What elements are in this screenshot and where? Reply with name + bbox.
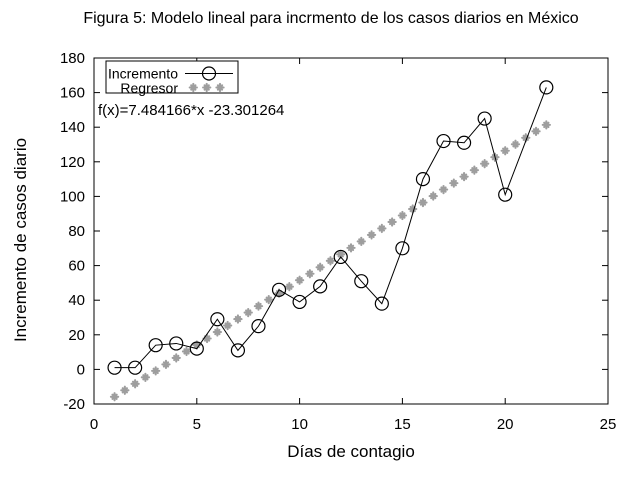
regresor-star-marker	[346, 243, 356, 253]
incremento-marker	[230, 343, 246, 358]
regresor-star-marker	[315, 262, 325, 272]
incremento-marker	[333, 249, 348, 265]
regresor-star-marker	[294, 275, 305, 285]
regresor-star-marker	[356, 236, 366, 247]
y-tick-label: 60	[68, 258, 85, 275]
regresor-star-marker	[233, 314, 243, 324]
incremento-marker	[210, 312, 225, 327]
regresor-star-marker	[202, 333, 212, 344]
regresor-star-marker	[325, 256, 336, 266]
regresor-star-marker	[202, 82, 212, 93]
regresor-star-marker	[510, 139, 521, 149]
y-tick-label: 80	[68, 223, 85, 240]
incremento-marker	[148, 338, 163, 353]
y-tick-label: -20	[63, 396, 85, 413]
regresor-star-marker	[109, 392, 120, 402]
regresor-star-marker	[151, 366, 161, 376]
incremento-marker	[415, 172, 431, 187]
regresor-star-marker	[120, 385, 130, 395]
incremento-marker	[251, 319, 266, 334]
regresor-series	[109, 120, 551, 402]
incremento-marker	[169, 336, 184, 351]
regresor-star-marker	[253, 301, 264, 311]
incremento-marker	[292, 294, 307, 310]
regresor-star-marker	[479, 159, 490, 169]
regresor-star-marker	[438, 184, 449, 195]
x-tick-label: 25	[600, 416, 617, 433]
y-tick-label: 0	[77, 361, 85, 378]
y-tick-label: 100	[60, 188, 85, 205]
regresor-star-marker	[469, 165, 480, 175]
x-tick-label: 0	[90, 416, 98, 433]
regresor-star-marker	[212, 327, 223, 337]
y-tick-label: 120	[60, 154, 85, 171]
regresor-star-marker	[243, 307, 253, 318]
regresor-star-marker	[222, 320, 233, 331]
y-tick-label: 140	[60, 119, 85, 136]
regresor-star-marker	[305, 269, 315, 279]
y-tick-label: 40	[68, 292, 85, 309]
incremento-marker	[107, 360, 122, 375]
legend-label-incremento: Incremento	[108, 66, 178, 82]
x-tick-label: 15	[394, 416, 411, 433]
incremento-marker	[189, 341, 204, 356]
regresor-star-marker	[418, 197, 428, 208]
x-axis-ticks: 0 5 10 15 20 25	[90, 58, 617, 433]
x-tick-label: 5	[193, 416, 201, 433]
x-tick-label: 10	[291, 416, 308, 433]
regresor-star-marker	[531, 126, 541, 136]
regresor-star-marker	[215, 82, 225, 93]
regresor-star-marker	[264, 295, 274, 305]
regresor-star-marker	[449, 178, 459, 188]
chart-title: Figura 5: Modelo lineal para incrmento d…	[83, 10, 579, 27]
regresor-star-marker	[541, 120, 551, 130]
incremento-marker	[456, 135, 472, 150]
regresor-star-marker	[188, 82, 198, 93]
incremento-marker	[477, 111, 492, 126]
regresor-star-marker	[397, 210, 408, 221]
incremento-marker	[436, 133, 451, 149]
regresor-star-marker	[284, 282, 294, 292]
regresor-star-marker	[459, 172, 469, 182]
x-axis-label: Días de contagio	[287, 442, 415, 461]
y-axis-ticks: -20 0 20 40 60 80 100 120 140 160 180	[60, 50, 608, 413]
regresor-star-marker	[130, 379, 140, 389]
regresor-star-marker	[387, 217, 397, 227]
regresor-star-marker	[181, 346, 192, 357]
incremento-marker	[395, 241, 410, 256]
incremento-marker	[354, 274, 369, 289]
regresor-star-marker	[428, 191, 438, 201]
x-tick-label: 20	[497, 416, 514, 433]
incremento-series	[107, 80, 554, 375]
regresor-star-marker	[366, 230, 377, 240]
regresor-star-marker	[161, 359, 171, 370]
legend-label-regresor: Regresor	[120, 80, 178, 96]
legend-incremento-marker-sample	[201, 66, 217, 81]
incremento-marker	[128, 360, 143, 375]
regresor-star-marker	[140, 372, 151, 382]
regresor-star-marker	[171, 353, 181, 363]
equation-annotation: f(x)=7.484166*x -23.301264	[98, 102, 284, 119]
y-tick-label: 160	[60, 85, 85, 102]
incremento-marker	[271, 282, 287, 297]
regresor-star-marker	[377, 223, 387, 234]
y-tick-label: 180	[60, 50, 85, 67]
incremento-marker	[374, 296, 389, 311]
y-tick-label: 20	[68, 327, 85, 344]
incremento-marker	[498, 187, 513, 202]
incremento-line	[114, 87, 547, 369]
incremento-marker	[539, 80, 554, 95]
incremento-marker	[313, 279, 328, 294]
regresor-star-marker	[500, 146, 510, 156]
